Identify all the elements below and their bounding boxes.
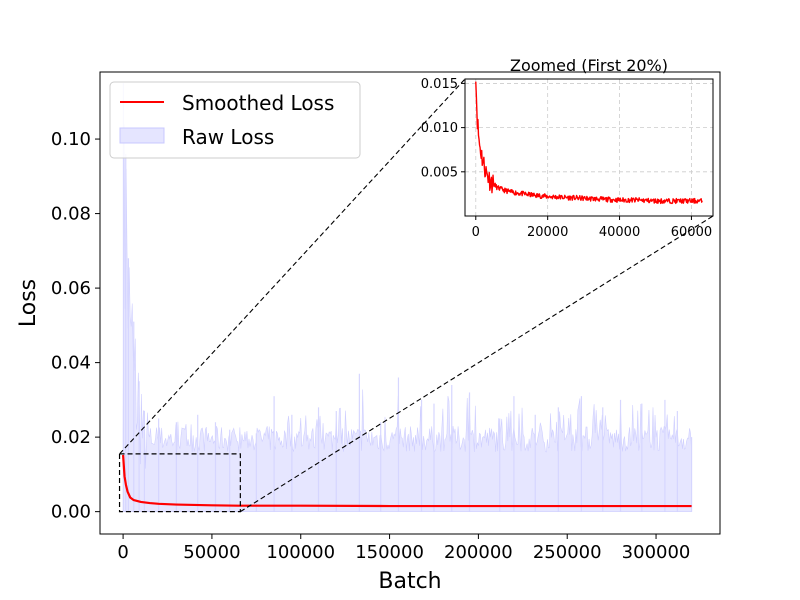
main-x-tick-label: 300000 [622, 542, 691, 563]
smoothed-loss-line [121, 454, 692, 508]
main-x-tick-label: 100000 [266, 542, 335, 563]
main-y-tick-label: 0.06 [51, 278, 91, 299]
inset-grid [465, 79, 713, 216]
main-plot-frame [99, 71, 721, 535]
main-y-tick-label: 0.00 [51, 502, 91, 523]
inset-y-tick-label: 0.015 [421, 77, 458, 92]
inset-y-tick-label: 0.005 [421, 165, 458, 180]
raw-loss-area [122, 83, 693, 512]
legend-raw-swatch [119, 127, 165, 144]
inset-smoothed-loss-line [475, 81, 703, 205]
main-x-tick-label: 0 [117, 542, 128, 563]
main-x-tick-label: 150000 [355, 542, 424, 563]
main-x-axis-label: Batch [378, 569, 441, 594]
main-y-tick-label: 0.04 [51, 353, 91, 374]
inset-x-tick-label: 0 [472, 225, 480, 240]
inset-chart: 0 20000 40000 60000 0.005 0.010 0.015 Zoomed … [421, 56, 714, 240]
inset-background [465, 79, 713, 216]
main-x-tick-label: 250000 [533, 542, 602, 563]
zoom-connector-lower [240, 215, 714, 513]
inset-title: Zoomed (First 20%) [510, 56, 668, 75]
main-x-ticks: 0 50000 100000 150000 200000 250000 300000 [117, 534, 690, 563]
inset-smoothed-line-group [475, 81, 703, 205]
main-y-tick-label: 0.10 [51, 129, 91, 150]
inset-y-ticks: 0.005 0.010 0.015 [421, 77, 465, 180]
zoom-box-rect [118, 453, 241, 513]
inset-x-tick-label: 40000 [599, 225, 640, 240]
main-chart: 0 50000 100000 150000 200000 250000 300000 0.0… [16, 71, 721, 594]
main-y-tick-label: 0.02 [51, 427, 91, 448]
zoom-connector-lines [119, 78, 714, 513]
main-y-ticks: 0.00 0.02 0.04 0.06 0.08 0.10 [51, 129, 100, 523]
main-x-tick-label: 50000 [183, 542, 240, 563]
main-y-tick-label: 0.08 [51, 204, 91, 225]
smoothed-loss-line-group [121, 454, 692, 508]
legend-smoothed-label: Smoothed Loss [182, 91, 334, 115]
zoom-connector-upper [119, 78, 466, 455]
legend-raw-label: Raw Loss [182, 125, 274, 149]
main-y-axis-label: Loss [16, 279, 41, 327]
inset-x-ticks: 0 20000 40000 60000 [472, 216, 712, 240]
legend-frame [109, 81, 361, 159]
inset-x-tick-label: 60000 [671, 225, 712, 240]
zoom-region-box [118, 453, 241, 513]
inset-x-tick-label: 20000 [527, 225, 568, 240]
main-x-tick-label: 200000 [444, 542, 513, 563]
raw-loss-area-path [122, 124, 692, 512]
legend: Smoothed Loss Raw Loss [109, 81, 361, 159]
inset-y-tick-label: 0.010 [421, 121, 458, 136]
inset-plot-frame [464, 78, 714, 217]
